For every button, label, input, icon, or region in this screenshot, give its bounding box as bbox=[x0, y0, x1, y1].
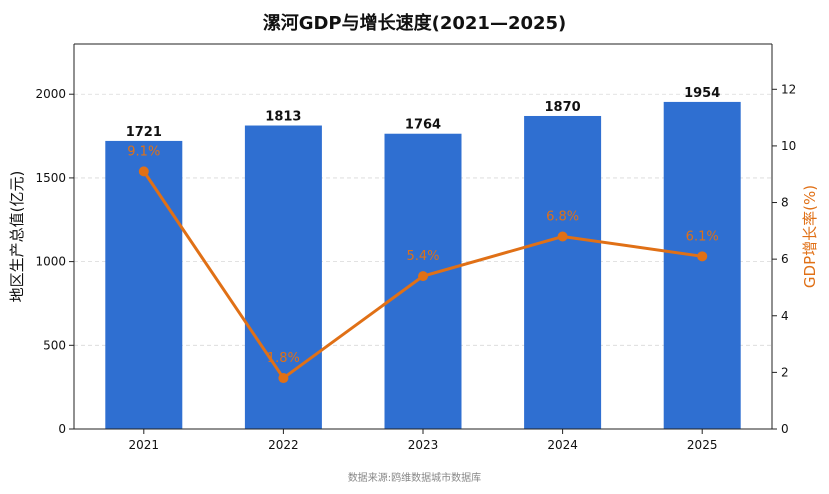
bar-2021 bbox=[105, 140, 183, 430]
bar-value-label: 1813 bbox=[265, 110, 301, 125]
y-tick-label: 1000 bbox=[35, 255, 66, 269]
growth-rate-point bbox=[418, 271, 428, 282]
growth-rate-label: 6.1% bbox=[686, 229, 719, 244]
x-tick-label: 2024 bbox=[547, 438, 578, 452]
y2-tick-label: 6 bbox=[781, 252, 789, 266]
bar-2024 bbox=[524, 115, 602, 429]
y2-tick-label: 2 bbox=[781, 365, 789, 379]
x-tick-label: 2025 bbox=[687, 438, 718, 452]
y2-tick-label: 12 bbox=[781, 82, 796, 96]
bar-2025 bbox=[663, 101, 741, 429]
y-tick-label: 500 bbox=[43, 338, 66, 352]
x-tick-label: 2022 bbox=[268, 438, 299, 452]
growth-rate-label: 1.8% bbox=[267, 351, 300, 366]
growth-rate-point bbox=[138, 166, 149, 177]
y2-tick-label: 4 bbox=[781, 309, 789, 323]
bar-value-label: 1870 bbox=[545, 100, 581, 115]
growth-rate-label: 9.1% bbox=[127, 144, 160, 159]
bar-value-label: 1954 bbox=[684, 86, 720, 101]
data-source-note: 数据来源:鸥维数据城市数据库 bbox=[347, 473, 482, 484]
bar-2022 bbox=[244, 125, 322, 429]
chart-title: 漯河GDP与增长速度(2021—2025) bbox=[262, 13, 567, 34]
y-tick-label: 0 bbox=[58, 422, 66, 436]
growth-rate-label: 5.4% bbox=[406, 249, 439, 264]
y-tick-label: 1500 bbox=[35, 171, 66, 185]
y-axis-title: 地区生产总值(亿元) bbox=[8, 171, 26, 303]
y2-tick-label: 10 bbox=[781, 139, 796, 153]
growth-rate-point bbox=[557, 231, 568, 242]
x-tick-label: 2023 bbox=[408, 438, 439, 452]
growth-rate-point bbox=[278, 373, 289, 384]
bar-2023 bbox=[384, 133, 462, 429]
y2-tick-label: 0 bbox=[781, 422, 789, 436]
growth-rate-label: 6.8% bbox=[546, 210, 579, 225]
bar-value-label: 1764 bbox=[405, 118, 441, 133]
x-tick-label: 2021 bbox=[129, 438, 160, 452]
y2-tick-label: 8 bbox=[781, 196, 789, 210]
growth-rate-point bbox=[697, 251, 708, 262]
bar-value-label: 1721 bbox=[126, 125, 162, 140]
y-tick-label: 2000 bbox=[35, 87, 66, 101]
y2-axis-title: GDP增长率(%) bbox=[801, 185, 819, 288]
